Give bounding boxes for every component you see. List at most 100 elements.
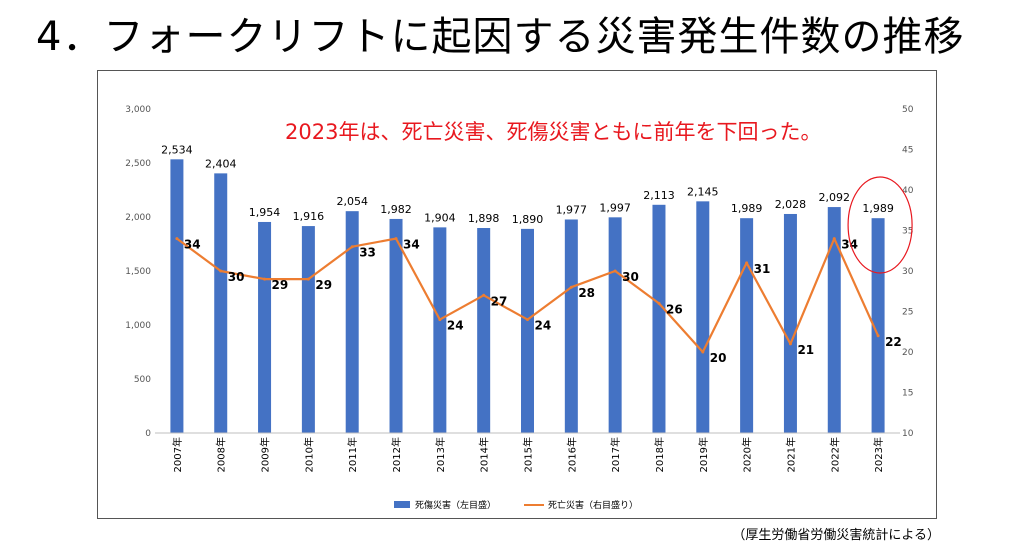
- line-series: [175, 237, 880, 354]
- bar-data-label: 1,898: [468, 212, 500, 225]
- bar: [345, 211, 359, 433]
- line-point: [876, 334, 880, 338]
- bar-labels: 2,534 2,404 1,954 1,916 2,054 1,982 1,904 1,898…: [161, 143, 894, 226]
- line-data-label: 21: [797, 343, 814, 357]
- line-point: [526, 318, 529, 322]
- legend: 死傷災害（左目盛） 死亡災害（右目盛り）: [394, 499, 638, 511]
- bar: [608, 217, 622, 433]
- legend-bar-label: 死傷災害（左目盛）: [415, 499, 496, 511]
- bar-data-label: 2,534: [161, 143, 193, 156]
- x-tick-label: 2023年: [872, 437, 885, 472]
- line-data-label: 26: [666, 302, 683, 316]
- y-right-tick-label: 40: [902, 186, 914, 196]
- highlight-circle-group: [847, 176, 913, 274]
- bar-data-label: 1,989: [862, 202, 894, 215]
- bar-data-label: 1,977: [556, 203, 588, 216]
- bar: [301, 226, 315, 433]
- bar: [827, 207, 841, 433]
- line-point: [175, 237, 179, 241]
- bar: [740, 218, 754, 433]
- bar: [521, 228, 534, 433]
- bar-data-label: 1,916: [293, 210, 325, 223]
- line-data-label: 34: [184, 238, 201, 252]
- line-point: [219, 269, 223, 273]
- line-data-label: 31: [754, 262, 771, 276]
- bar-data-label: 2,092: [819, 191, 851, 204]
- y-right-tick-label: 35: [902, 227, 913, 237]
- x-axis: 2007年 2008年 2009年 2010年 2011年 2012年 2013年 2014年…: [155, 432, 900, 472]
- line-point: [569, 285, 573, 289]
- x-tick-label: 2008年: [215, 437, 228, 472]
- y-right-tick-label: 50: [902, 105, 914, 115]
- line-point: [701, 350, 705, 354]
- x-tick-label: 2013年: [434, 437, 447, 472]
- bar-data-label: 2,404: [205, 157, 237, 170]
- bar-series: [170, 159, 885, 434]
- line-point: [394, 237, 398, 241]
- line-data-label: 24: [535, 319, 552, 333]
- bar: [652, 204, 666, 433]
- bar-data-label: 1,982: [380, 203, 412, 216]
- line-point: [482, 293, 486, 297]
- y-left-tick-label: 2,000: [125, 213, 151, 223]
- legend-bar-swatch: [394, 501, 410, 508]
- y-left-tick-label: 2,500: [125, 159, 151, 169]
- bar-data-label: 1,989: [731, 202, 763, 215]
- line-labels: 34 30 29 29 33 34 24 27 24 28 30 26 20 31 21 34 22: [184, 238, 902, 365]
- line-data-label: 22: [885, 335, 902, 349]
- x-tick-label: 2010年: [302, 437, 315, 472]
- x-tick-label: 2022年: [828, 437, 841, 472]
- chart-annotation: 2023年は、死亡災害、死傷災害ともに前年を下回った。: [285, 120, 822, 144]
- bar-data-label: 2,145: [687, 185, 719, 198]
- x-tick-label: 2014年: [478, 437, 491, 472]
- y-left-tick-label: 3,000: [125, 105, 151, 115]
- line-point: [657, 301, 661, 305]
- x-tick-label: 2021年: [784, 437, 797, 472]
- line-point: [350, 245, 354, 249]
- highlight-circle: [847, 176, 913, 274]
- line-data-label: 20: [710, 351, 727, 365]
- x-tick-label: 2012年: [390, 437, 403, 472]
- y-left-tick-label: 500: [134, 375, 151, 385]
- line-data-label: 34: [841, 238, 858, 252]
- bar-data-label: 1,904: [424, 211, 456, 224]
- line-point: [613, 269, 617, 273]
- line-data-label: 30: [228, 270, 245, 284]
- bar: [389, 218, 403, 433]
- source-note: （厚生労働省労働災害統計による）: [732, 528, 940, 543]
- line-point: [832, 237, 836, 241]
- line-data-label: 24: [447, 319, 464, 333]
- y-right-tick-label: 45: [902, 146, 913, 156]
- x-tick-label: 2015年: [522, 437, 535, 472]
- line-point: [306, 277, 310, 281]
- line-data-label: 33: [359, 246, 376, 260]
- line-data-label: 29: [315, 278, 332, 292]
- line-data-label: 29: [272, 278, 289, 292]
- left-y-axis: 0 500 1,000 1,500 2,000 2,500 3,000: [125, 105, 151, 439]
- y-left-tick-label: 0: [145, 429, 151, 439]
- bar: [258, 221, 272, 433]
- y-left-tick-label: 1,500: [125, 267, 151, 277]
- x-tick-label: 2009年: [259, 437, 272, 472]
- bar: [433, 227, 447, 433]
- y-right-tick-label: 20: [902, 348, 914, 358]
- legend-line-label: 死亡災害（右目盛り）: [548, 499, 638, 511]
- bar-data-label: 2,113: [643, 189, 675, 202]
- line-data-label: 30: [622, 270, 639, 284]
- y-right-tick-label: 25: [902, 308, 913, 318]
- chart-frame: [97, 70, 937, 519]
- page-title: 4．フォークリフトに起因する災害発生件数の推移: [36, 14, 965, 60]
- y-right-tick-label: 10: [902, 429, 914, 439]
- x-tick-label: 2019年: [697, 437, 710, 472]
- bar-data-label: 1,954: [249, 206, 281, 219]
- bar-data-label: 1,997: [599, 201, 631, 214]
- bar-data-label: 1,890: [512, 213, 544, 226]
- bar: [696, 201, 710, 433]
- x-tick-label: 2011年: [346, 437, 359, 472]
- y-right-tick-label: 15: [902, 389, 913, 399]
- bar-data-label: 2,028: [775, 198, 807, 211]
- line-data-label: 28: [578, 286, 595, 300]
- bar: [783, 213, 797, 433]
- y-left-tick-label: 1,000: [125, 321, 151, 331]
